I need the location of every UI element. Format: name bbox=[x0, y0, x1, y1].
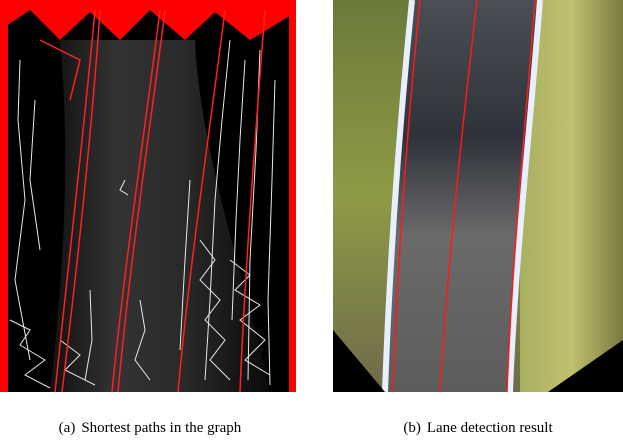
caption-a: (a) Shortest paths in the graph bbox=[59, 420, 242, 436]
caption-b: (b) Lane detection result bbox=[403, 420, 553, 436]
caption-label: (a) bbox=[59, 420, 76, 436]
caption-text: Lane detection result bbox=[427, 420, 554, 436]
caption-label: (b) bbox=[403, 420, 421, 436]
lane-result-image bbox=[333, 0, 623, 392]
caption-text: Shortest paths in the graph bbox=[81, 420, 241, 436]
figure: (a) Shortest paths in the graph (b) Lane d… bbox=[0, 0, 623, 442]
graph-image bbox=[0, 0, 296, 392]
